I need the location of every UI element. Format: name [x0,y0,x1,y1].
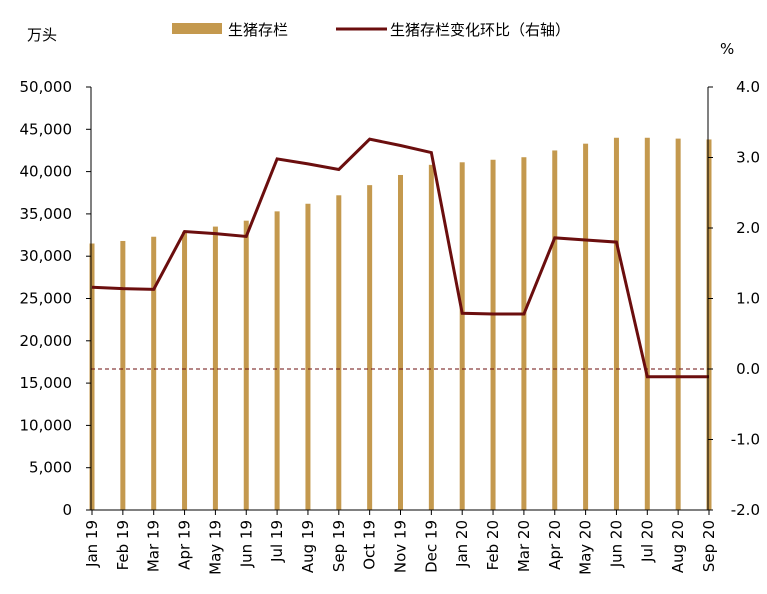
left-axis-unit: 万头 [27,26,57,44]
bar [120,240,126,510]
bar [706,139,712,510]
bar [644,137,650,510]
left-tick-label: 45,000 [20,120,73,138]
bar [428,164,434,510]
legend: 生猪存栏 生猪存栏变化环比（右轴） [172,21,570,39]
legend-label-line: 生猪存栏变化环比（右轴） [390,21,570,39]
line-path [91,137,709,379]
x-tick-label: Mar 19 [145,520,163,572]
left-tick-label: 25,000 [20,290,73,308]
legend-swatch-bar [172,23,222,34]
bar [398,174,403,511]
right-tick-label: 1.0 [736,290,760,308]
bar [613,137,619,510]
bar [151,236,157,511]
left-tick-label: 35,000 [20,205,73,223]
x-tick-label: Aug 20 [669,520,687,573]
bar [182,231,188,511]
x-tick-label: Oct 19 [361,520,379,570]
bar [367,185,373,510]
bar [305,203,311,510]
left-tick-label: 30,000 [20,247,73,265]
x-tick-label: Dec 19 [422,520,440,573]
right-tick-label: -1.0 [731,431,760,449]
x-tick-label: Jun 20 [607,520,625,568]
x-tick-label: Jul 19 [268,520,286,563]
bar [212,226,218,510]
x-tick-label: Jun 19 [237,520,255,568]
bar-series [89,137,712,511]
x-tick-label: Aug 19 [299,520,317,573]
right-tick-label: 2.0 [736,219,760,237]
right-tick-label: -2.0 [731,501,760,519]
x-tick-label: Apr 19 [176,520,194,570]
x-tick-label: May 19 [206,520,224,575]
x-tick-label: Mar 20 [515,520,533,572]
left-tick-label: 0 [62,501,72,519]
left-tick-label: 20,000 [20,332,73,350]
x-tick-label: Jan 20 [453,520,471,568]
bar [490,159,496,510]
bar [521,157,527,510]
x-tick-label: Sep 19 [330,520,348,572]
right-tick-label: 3.0 [736,149,760,167]
x-tick-label: Nov 19 [392,520,410,573]
left-tick-label: 50,000 [20,78,73,96]
bar [552,150,558,510]
x-tick-label: Feb 20 [484,520,502,570]
bar [243,220,249,511]
right-tick-label: 0.0 [736,360,760,378]
x-tick-label: Jan 19 [83,520,101,568]
right-axis-unit: % [720,40,734,58]
x-tick-label: May 20 [577,520,595,575]
left-tick-label: 10,000 [20,416,73,434]
bar [675,138,681,511]
left-tick-label: 40,000 [20,163,73,181]
right-axis-ticks: -2.0 -1.0 0.0 1.0 2.0 3.0 4.0 [708,78,760,519]
bar [274,211,280,511]
bar [583,143,589,510]
x-axis-ticks: Jan 19 Feb 19 Mar 19 Apr 19 May 19 Jun 19 Jul … [83,510,718,575]
bar [89,243,95,510]
x-tick-label: Sep 20 [700,520,718,572]
bar [336,195,342,511]
left-axis-ticks: 0 5,000 10,000 15,000 20,000 25,000 30,000 35,0… [20,78,91,519]
line-series [91,137,709,379]
x-tick-label: Jul 20 [638,520,656,563]
legend-label-bar: 生猪存栏 [228,21,288,39]
left-tick-label: 5,000 [29,459,72,477]
bar [459,162,465,511]
x-tick-label: Apr 20 [546,520,564,570]
right-tick-label: 4.0 [736,78,760,96]
left-tick-label: 15,000 [20,374,73,392]
x-tick-label: Feb 19 [114,520,132,570]
